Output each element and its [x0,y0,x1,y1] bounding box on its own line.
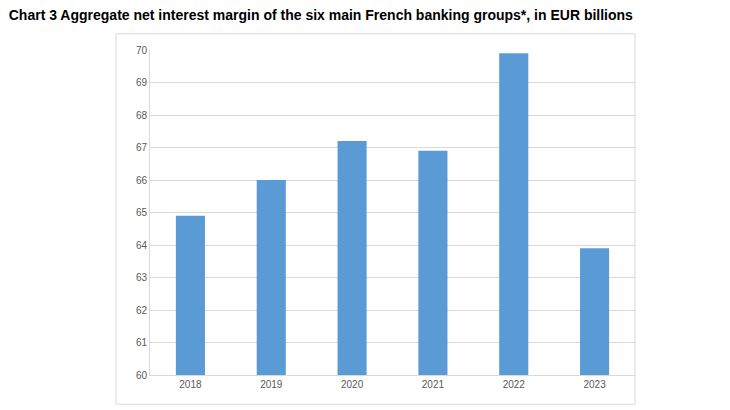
svg-text:70: 70 [136,45,148,56]
svg-text:65: 65 [136,207,148,218]
svg-text:68: 68 [136,110,148,121]
svg-text:2018: 2018 [179,379,202,390]
svg-text:60: 60 [136,370,148,381]
svg-text:62: 62 [136,305,148,316]
svg-text:2020: 2020 [341,379,364,390]
svg-text:61: 61 [136,337,148,348]
svg-text:64: 64 [136,240,148,251]
svg-text:67: 67 [136,142,148,153]
svg-text:2023: 2023 [583,379,606,390]
svg-text:2019: 2019 [260,379,283,390]
svg-text:2021: 2021 [422,379,445,390]
svg-text:63: 63 [136,272,148,283]
svg-text:2022: 2022 [503,379,526,390]
svg-text:Chart 3 Aggregate net interest: Chart 3 Aggregate net interest margin of… [9,7,633,23]
svg-text:69: 69 [136,77,148,88]
svg-text:66: 66 [136,175,148,186]
